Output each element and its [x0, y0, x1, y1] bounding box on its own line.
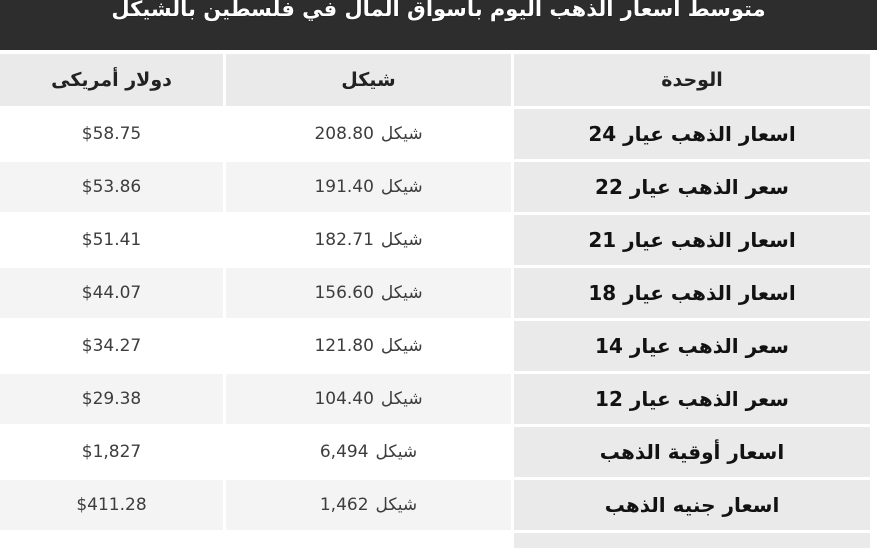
shekel-amount: 1,462: [319, 495, 369, 515]
unit-label: اسعار الذهب عيار 24: [514, 109, 870, 159]
shekel-unit-word: شيكل: [380, 336, 423, 356]
dollar-value: $1,827: [0, 427, 223, 477]
header-cell-shekel: شيكل: [226, 54, 511, 106]
unit-label: سعر الذهب عيار 14: [514, 321, 870, 371]
shekel-amount: 182.71: [314, 230, 374, 250]
shekel-unit-word: شيكل: [380, 177, 423, 197]
table-row: $44.07 156.60 شيكل اسعار الذهب عيار 18: [0, 268, 870, 318]
shekel-unit-word: شيكل: [375, 442, 418, 462]
shekel-amount: 104.40: [314, 389, 374, 409]
table-row: $53.86 191.40 شيكل سعر الذهب عيار 22: [0, 162, 870, 212]
dollar-value: $29.38: [0, 374, 223, 424]
dollar-value: $34.27: [0, 321, 223, 371]
unit-label: اسعار جنيه الذهب: [514, 480, 870, 530]
shekel-cell: 191.40 شيكل: [226, 162, 511, 212]
shekel-cell: 1,462 شيكل: [226, 480, 511, 530]
dollar-value: $44.07: [0, 268, 223, 318]
shekel-unit-word: شيكل: [380, 230, 423, 250]
shekel-amount: 156.60: [314, 283, 374, 303]
unit-label: اسعار أوقية الذهب: [514, 427, 870, 477]
table-row: شيكل اسعار كيلو الذهب: [0, 533, 870, 548]
table-row: $1,827 6,494 شيكل اسعار أوقية الذهب: [0, 427, 870, 477]
shekel-cell: 121.80 شيكل: [226, 321, 511, 371]
shekel-amount: 191.40: [314, 177, 374, 197]
shekel-unit-word: شيكل: [380, 124, 423, 144]
title-bar: متوسط اسعار الذهب اليوم باسواق المال في …: [0, 0, 877, 50]
shekel-cell: 156.60 شيكل: [226, 268, 511, 318]
shekel-amount: 121.80: [314, 336, 374, 356]
shekel-cell: 182.71 شيكل: [226, 215, 511, 265]
table-row: $51.41 182.71 شيكل اسعار الذهب عيار 21: [0, 215, 870, 265]
dollar-value: $58.75: [0, 109, 223, 159]
header-cell-dollar: دولار أمريكى: [0, 54, 223, 106]
dollar-value: $51.41: [0, 215, 223, 265]
dollar-value: $53.86: [0, 162, 223, 212]
table-row: $58.75 208.80 شيكل اسعار الذهب عيار 24: [0, 109, 870, 159]
shekel-unit-word: شيكل: [380, 389, 423, 409]
shekel-cell: 208.80 شيكل: [226, 109, 511, 159]
page-title: متوسط اسعار الذهب اليوم باسواق المال في …: [111, 0, 766, 21]
unit-label: اسعار الذهب عيار 18: [514, 268, 870, 318]
dollar-value: [0, 533, 223, 548]
unit-label: اسعار كيلو الذهب: [514, 533, 870, 548]
table-row: $29.38 104.40 شيكل سعر الذهب عيار 12: [0, 374, 870, 424]
header-cell-unit: الوحدة: [514, 54, 870, 106]
shekel-cell: شيكل: [226, 533, 511, 548]
table-row: $411.28 1,462 شيكل اسعار جنيه الذهب: [0, 480, 870, 530]
shekel-unit-word: شيكل: [375, 495, 418, 515]
shekel-unit-word: شيكل: [380, 283, 423, 303]
shekel-amount: 208.80: [314, 124, 374, 144]
table-row: $34.27 121.80 شيكل سعر الذهب عيار 14: [0, 321, 870, 371]
shekel-amount: 6,494: [319, 442, 369, 462]
header-row: دولار أمريكى شيكل الوحدة: [0, 54, 870, 106]
unit-label: سعر الذهب عيار 12: [514, 374, 870, 424]
shekel-cell: 104.40 شيكل: [226, 374, 511, 424]
shekel-cell: 6,494 شيكل: [226, 427, 511, 477]
unit-label: سعر الذهب عيار 22: [514, 162, 870, 212]
gold-prices-table: دولار أمريكى شيكل الوحدة $58.75 208.80 ش…: [0, 54, 870, 548]
dollar-value: $411.28: [0, 480, 223, 530]
unit-label: اسعار الذهب عيار 21: [514, 215, 870, 265]
